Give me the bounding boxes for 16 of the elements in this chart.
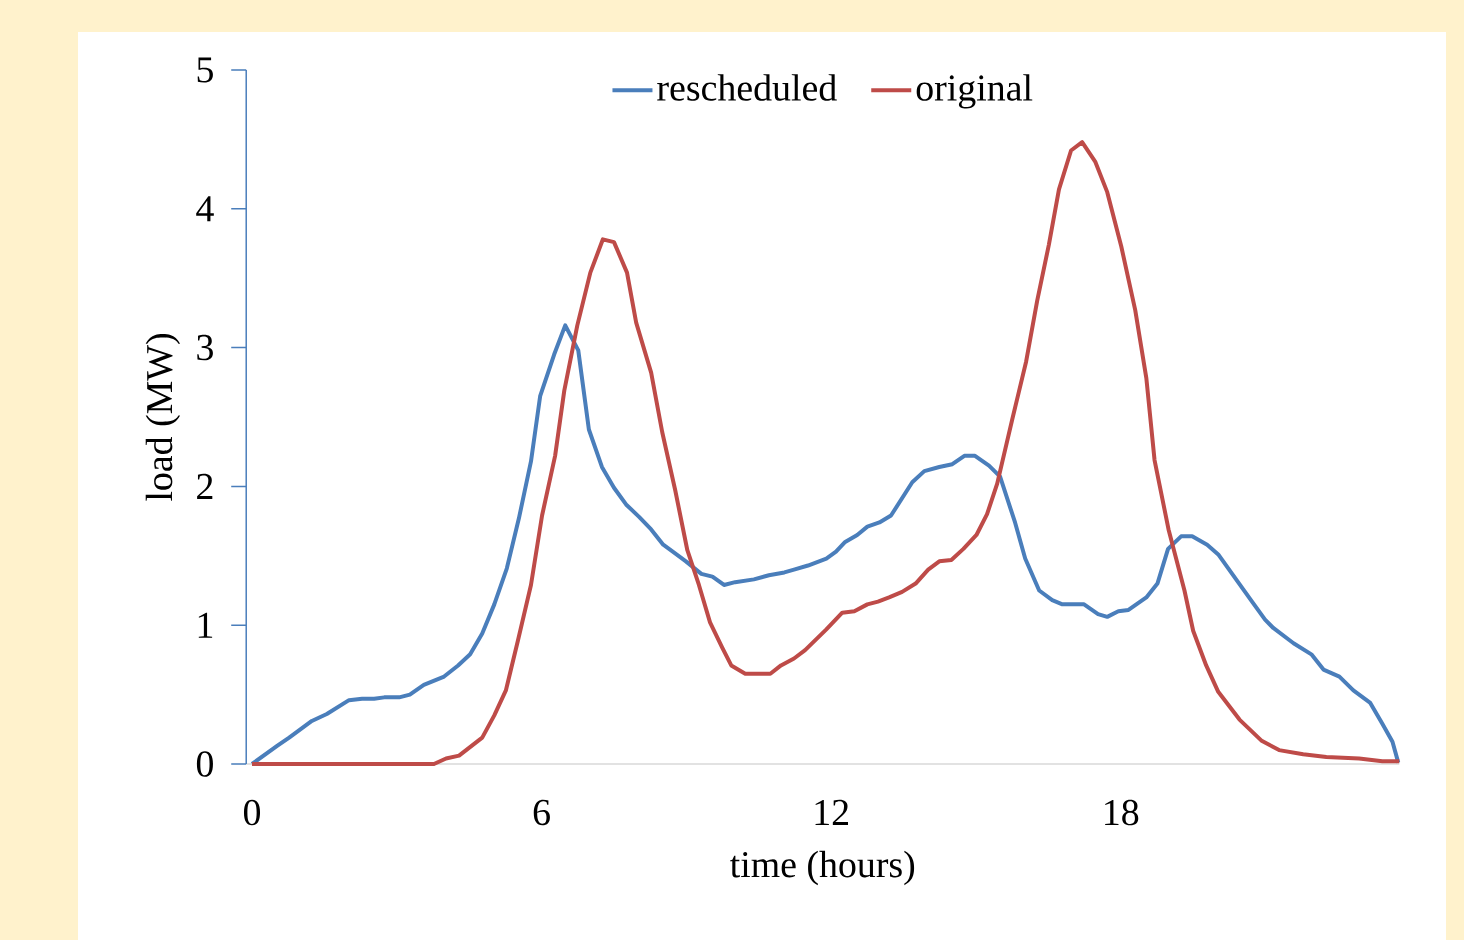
legend-label: original	[916, 74, 1033, 109]
y-axis-title: load (MW)	[145, 334, 181, 501]
y-tick-label: 1	[198, 612, 213, 638]
x-tick-label: 18	[1105, 799, 1139, 826]
x-tick-label: 0	[243, 799, 261, 826]
y-tick-label: 2	[197, 473, 213, 499]
legend-label: rescheduled	[657, 74, 837, 101]
y-tick-label: 3	[197, 334, 213, 361]
x-tick-label: 6	[533, 799, 550, 826]
x-tick-label: 12	[815, 799, 849, 825]
x-axis-title: time (hours)	[730, 850, 915, 886]
y-tick-label: 4	[196, 196, 214, 222]
y-tick-label: 5	[197, 57, 213, 83]
y-tick-label: 0	[196, 751, 213, 777]
line-series	[250, 140, 1402, 766]
line-series	[250, 323, 1401, 766]
